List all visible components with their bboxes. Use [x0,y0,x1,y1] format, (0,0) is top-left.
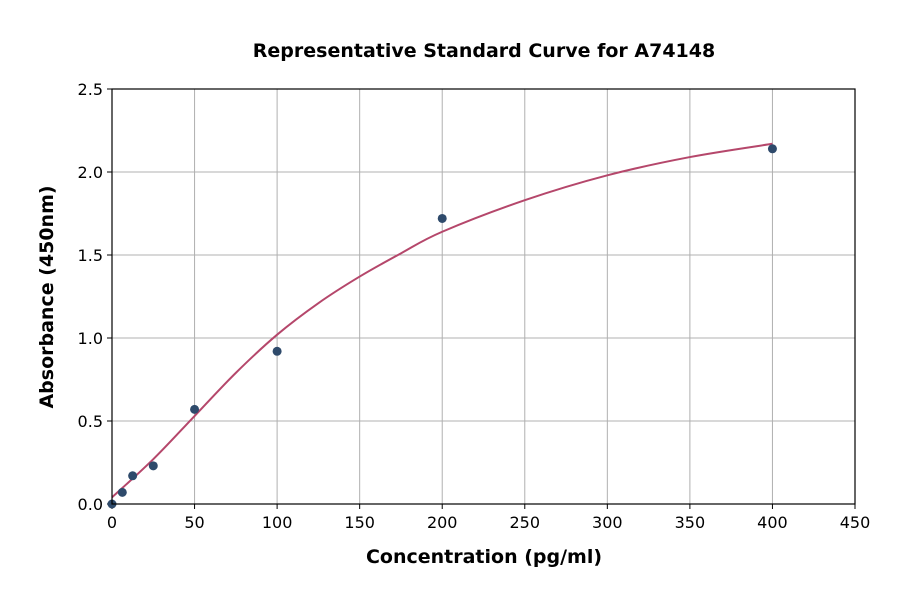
y-tick-label: 2.5 [78,80,103,99]
x-tick-label: 300 [592,513,623,532]
fit-curve-line [111,142,773,499]
chart-title: Representative Standard Curve for A74148 [253,40,715,62]
x-tick-label: 400 [757,513,788,532]
x-tick-label: 250 [510,513,541,532]
x-tick-label: 200 [427,513,458,532]
x-tick-label: 450 [840,513,871,532]
data-point [117,487,127,497]
y-tick-label: 2.0 [78,163,103,182]
x-tick-label: 0 [107,513,117,532]
y-axis-label: Absorbance (450nm) [36,185,58,408]
data-point [128,471,138,481]
data-point [190,404,200,414]
data-point [272,346,282,356]
data-point [767,144,777,154]
data-point [148,461,158,471]
x-tick-label: 150 [344,513,375,532]
x-tick-label: 50 [184,513,204,532]
data-point [437,213,447,223]
y-tick-label: 0.0 [78,495,103,514]
x-tick-label: 350 [675,513,706,532]
y-tick-label: 1.5 [78,246,103,265]
y-tick-label: 1.0 [78,329,103,348]
x-tick-label: 100 [262,513,293,532]
plot-frame [111,88,856,505]
x-axis-label: Concentration (pg/ml) [366,546,602,568]
y-tick-label: 0.5 [78,412,103,431]
